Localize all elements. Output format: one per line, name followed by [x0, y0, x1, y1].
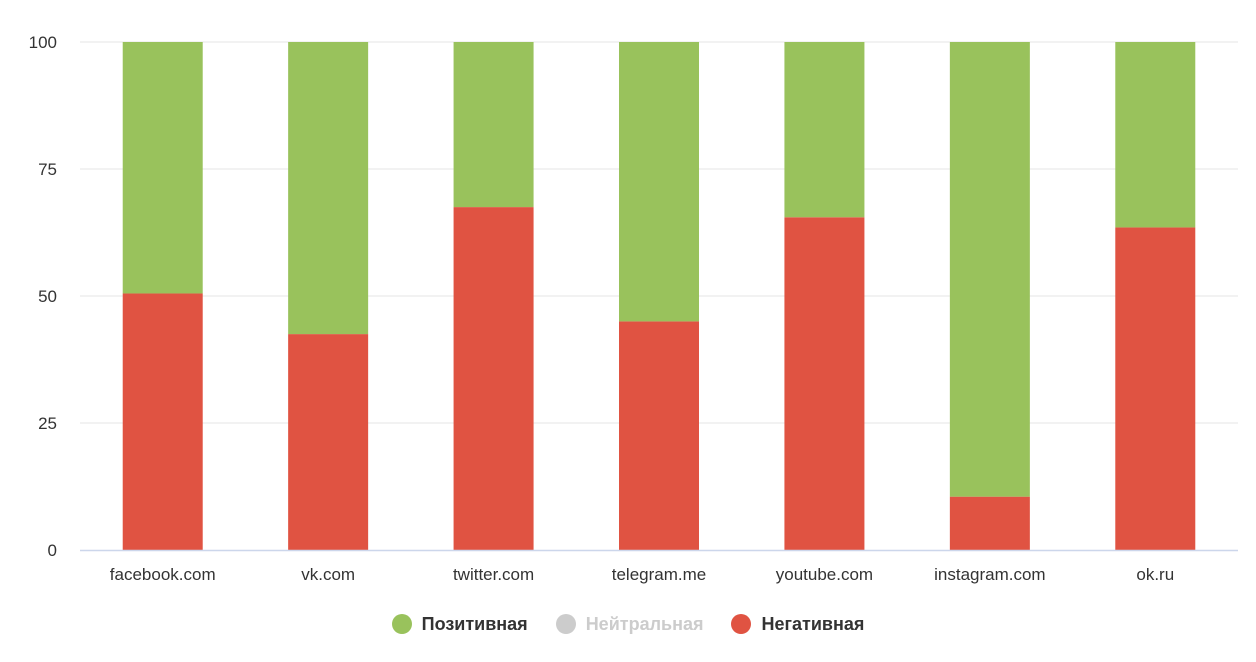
bar-positive[interactable] [619, 42, 699, 322]
legend-dot-neutral [555, 614, 576, 634]
legend-item-neutral[interactable]: Нейтральная [555, 613, 704, 635]
bar-chart: 0 25 50 75 100 facebook.com vk.com twitter.com… [29, 33, 1238, 584]
x-tick-label: ok.ru [1136, 565, 1174, 584]
bar-negative[interactable] [288, 334, 369, 550]
x-tick-label: vk.com [301, 565, 355, 584]
bar-negative[interactable] [949, 496, 1030, 550]
legend-dot-negative [731, 614, 752, 634]
y-axis-ticks: 0 25 50 75 100 [29, 33, 57, 560]
bar-negative[interactable] [122, 293, 203, 550]
bar-positive[interactable] [288, 42, 369, 335]
x-tick-label: telegram.me [612, 565, 706, 584]
y-tick-label: 25 [38, 414, 57, 433]
x-tick-label: facebook.com [110, 565, 216, 584]
legend-item-positive[interactable]: Позитивная [391, 613, 528, 635]
x-tick-label: instagram.com [934, 565, 1045, 584]
y-tick-label: 100 [29, 33, 57, 52]
x-axis-labels: facebook.com vk.com twitter.com telegram.me… [110, 565, 1174, 584]
legend-label-positive: Позитивная [421, 613, 528, 634]
bar-positive[interactable] [949, 42, 1030, 497]
bar-negative[interactable] [453, 207, 534, 550]
bar-positive[interactable] [453, 42, 534, 208]
bar-positive[interactable] [122, 42, 203, 294]
y-tick-label: 75 [38, 160, 57, 179]
x-tick-label: youtube.com [776, 565, 873, 584]
y-tick-label: 0 [48, 541, 57, 560]
bar-positive[interactable] [1115, 42, 1196, 228]
legend-label-negative: Негативная [761, 613, 865, 634]
bar-negative[interactable] [619, 321, 699, 550]
bar-negative[interactable] [1115, 227, 1196, 551]
legend-dot-positive [391, 614, 412, 634]
bar-negative[interactable] [784, 217, 865, 550]
y-tick-label: 50 [38, 287, 57, 306]
bars [122, 42, 1196, 551]
legend: Позитивная Нейтральная Негативная [0, 606, 1256, 642]
bar-positive[interactable] [784, 42, 865, 218]
x-tick-label: twitter.com [453, 565, 534, 584]
legend-item-negative[interactable]: Негативная [731, 614, 864, 635]
legend-label-neutral: Нейтральная [585, 613, 704, 634]
